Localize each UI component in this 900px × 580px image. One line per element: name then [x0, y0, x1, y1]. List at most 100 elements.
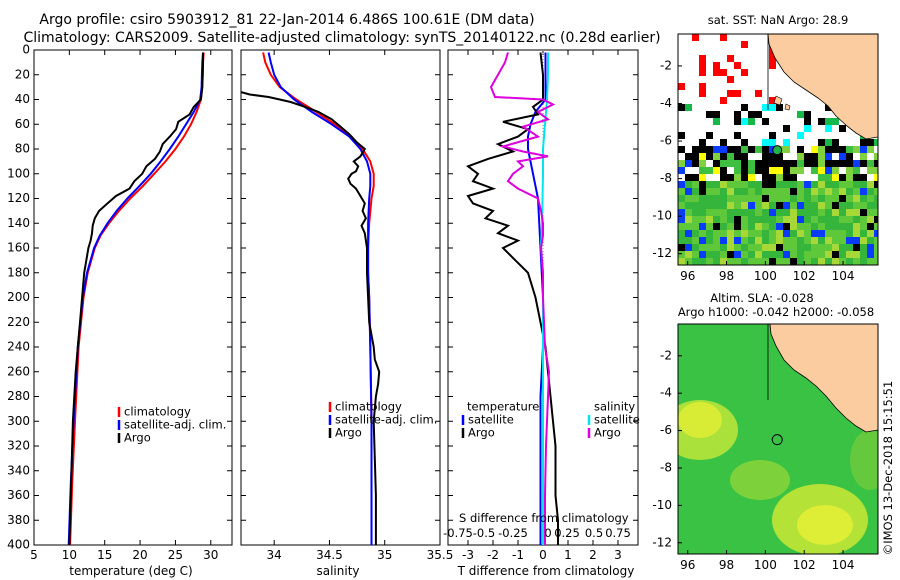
sst-cell [685, 104, 692, 111]
s-difference-tick-label: 0.75 [605, 526, 631, 540]
depth-tick-label: 340 [7, 463, 30, 477]
s-difference-tick-label: 0.25 [554, 526, 580, 540]
sst-cell [860, 160, 867, 167]
sst-cell [776, 174, 783, 181]
sst-cell [874, 202, 878, 209]
sst-cell [797, 181, 804, 188]
sst-cell [713, 160, 720, 167]
depth-tick-label: 80 [15, 142, 30, 156]
sst-cell [818, 118, 825, 125]
map-x-tick-label: 98 [719, 558, 734, 572]
sst-cell [678, 251, 685, 258]
sst-cell [797, 111, 804, 118]
sla-map-ticks: 96 98 100 102 104 -2 -4 -6 -8 -10 -12 [652, 348, 854, 572]
sst-cell [699, 202, 706, 209]
sst-cell [797, 244, 804, 251]
temperature-depth-ticks: 0 20 40 60 80 100 120 140 160 180 200 220 240 260 280 3… [7, 43, 232, 552]
sst-cell [741, 167, 748, 174]
sst-cell [741, 139, 748, 146]
sst-cell [783, 209, 790, 216]
sst-cell [867, 181, 874, 188]
sst-cell [811, 230, 818, 237]
temperature-axes-frame [33, 49, 233, 546]
salinity-axes-frame [240, 49, 441, 546]
sst-cell [825, 181, 832, 188]
legend-label-satellite: satellite-adj. clim. [124, 418, 226, 432]
sst-cell [706, 167, 713, 174]
sst-cell [755, 181, 762, 188]
sst-cell [832, 195, 839, 202]
sst-cell [874, 195, 878, 202]
sst-cell [867, 251, 874, 258]
sst-cell [825, 244, 832, 251]
sst-cell [741, 195, 748, 202]
sst-cell [818, 167, 825, 174]
sst-cell [874, 167, 878, 174]
sst-cell [776, 237, 783, 244]
islands [773, 95, 791, 111]
sst-cell [853, 251, 860, 258]
sst-cell [734, 209, 741, 216]
sst-cell [811, 195, 818, 202]
sst-cell [741, 230, 748, 237]
sst-cell [741, 146, 748, 153]
depth-tick-label: 260 [7, 364, 30, 378]
sst-cell [776, 209, 783, 216]
sst-cell [867, 230, 874, 237]
sst-cell [839, 209, 846, 216]
sst-cell [734, 153, 741, 160]
sst-cell [713, 167, 720, 174]
sst-cell [762, 160, 769, 167]
sst-cell [720, 251, 727, 258]
sst-cell [755, 146, 762, 153]
sst-cell [783, 223, 790, 230]
sst-cell [804, 181, 811, 188]
sst-cell [846, 188, 853, 195]
sst-cell [720, 195, 727, 202]
legend-label-climatology: climatology [124, 405, 191, 419]
sst-cell [734, 146, 741, 153]
sst-cell [811, 258, 818, 265]
sst-cell [797, 146, 804, 153]
temperature-panel: 0 20 40 60 80 100 120 140 160 180 200 220 240 260 280 3… [7, 43, 233, 578]
map-y-tick-label: -2 [660, 348, 672, 362]
sst-cell [748, 111, 755, 118]
sst-cell [692, 223, 699, 230]
sst-cell [853, 160, 860, 167]
sst-cell [818, 216, 825, 223]
figure-title-line2: Climatology: CARS2009. Satellite-adjuste… [23, 30, 660, 46]
sst-cell [755, 258, 762, 265]
sst-cell [804, 111, 811, 118]
sst-cell [804, 125, 811, 132]
sst-cell [818, 237, 825, 244]
sst-cell [699, 167, 706, 174]
sst-cell [825, 104, 832, 111]
sst-cell [685, 216, 692, 223]
sst-cell [762, 209, 769, 216]
sst-cell [699, 146, 706, 153]
sst-cell [734, 62, 741, 69]
sst-cell [748, 146, 755, 153]
sst-cell [874, 160, 878, 167]
sst-cell [867, 139, 874, 146]
sst-cell [685, 251, 692, 258]
sst-cell [776, 251, 783, 258]
sst-cell [706, 188, 713, 195]
x-tick-label: -1 [512, 548, 524, 562]
sst-cell [699, 209, 706, 216]
sst-cell [685, 195, 692, 202]
difference-x-ticks: -3 -2 -1 0 1 2 3 [462, 50, 622, 562]
sst-cell [734, 258, 741, 265]
x-tick-label: -2 [487, 548, 499, 562]
sst-cell [741, 181, 748, 188]
map-x-tick-label: 104 [832, 269, 855, 283]
sst-cell [734, 174, 741, 181]
sst-cell [713, 188, 720, 195]
sst-cell [755, 160, 762, 167]
sst-cell [727, 258, 734, 265]
depth-tick-label: 0 [22, 43, 30, 57]
sst-cell [804, 153, 811, 160]
sst-cell [692, 174, 699, 181]
sst-cell [748, 167, 755, 174]
sst-cell [839, 188, 846, 195]
